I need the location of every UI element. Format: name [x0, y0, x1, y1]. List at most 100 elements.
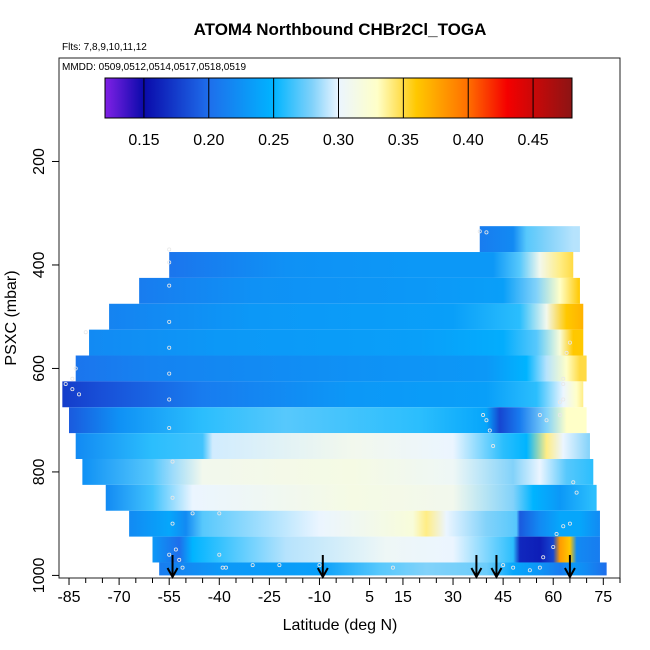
sample-point: [167, 397, 172, 402]
x-tick-label: -70: [108, 589, 131, 606]
sample-point: [167, 319, 172, 324]
x-tick-label: 15: [394, 589, 412, 606]
colorbar: 0.15 0.20 0.25 0.30 0.35 0.40 0.45: [104, 77, 573, 149]
sample-point: [317, 563, 322, 568]
sample-point: [70, 376, 75, 381]
sample-point: [83, 330, 88, 335]
heatmap-band: [75, 355, 587, 382]
sample-point: [557, 413, 562, 418]
plot-frame: [58, 57, 621, 579]
x-axis-label: Latitude (deg N): [283, 617, 398, 634]
y-tick-label: 200: [31, 148, 48, 175]
sample-point: [544, 418, 549, 423]
arrow-marker: [166, 555, 179, 580]
sample-point: [551, 544, 556, 549]
sample-point: [167, 260, 172, 265]
sample-point: [481, 413, 486, 418]
colorbar-tick-label: 0.40: [453, 132, 484, 149]
heatmap-bands: [62, 226, 607, 576]
chart-title: ATOM4 Northbound CHBr2Cl_TOGA: [194, 20, 487, 39]
sample-point: [571, 480, 576, 485]
x-tick-label: -55: [158, 589, 181, 606]
sample-point: [541, 555, 546, 560]
x-tick-label: 60: [544, 589, 562, 606]
sample-point: [167, 371, 172, 376]
sample-point: [564, 350, 569, 355]
sample-point: [561, 381, 566, 386]
x-tick-label: 30: [444, 589, 462, 606]
sample-points: [63, 229, 579, 573]
heatmap-band: [479, 226, 580, 253]
x-tick-label: -40: [208, 589, 231, 606]
arrow-marker: [470, 555, 483, 580]
arrow-marker: [564, 555, 576, 580]
heatmap-band: [69, 407, 587, 434]
sample-point: [167, 345, 172, 350]
y-axis: 200 400 600 800 1000: [31, 148, 59, 593]
heatmap-band: [89, 329, 584, 356]
colorbar-tick-label: 0.35: [388, 132, 419, 149]
x-tick-label: 45: [494, 589, 512, 606]
sample-point: [217, 552, 222, 557]
colorbar-tick-label: 0.30: [323, 132, 354, 149]
x-tick-label: -85: [57, 589, 80, 606]
heatmap-band: [62, 381, 584, 408]
sample-point: [170, 459, 175, 464]
sample-point: [223, 565, 228, 570]
heatmap-band: [75, 433, 590, 459]
sample-point: [561, 376, 566, 381]
sample-point: [190, 511, 195, 516]
sample-point: [390, 565, 395, 570]
sample-point: [561, 397, 566, 402]
colorbar-tick-label: 0.25: [258, 132, 289, 149]
sample-point: [537, 413, 542, 418]
sample-point: [177, 557, 182, 562]
colorbar-tick-label: 0.15: [128, 132, 159, 149]
heatmap-band: [82, 458, 594, 485]
sample-point: [537, 565, 542, 570]
sample-point: [170, 495, 175, 500]
y-tick-label: 800: [31, 458, 48, 485]
sample-point: [484, 230, 489, 235]
y-axis-label: PSXC (mbar): [3, 270, 20, 365]
sample-point: [557, 400, 562, 405]
x-tick-label: 5: [365, 589, 374, 606]
sample-point: [511, 565, 516, 570]
sample-point: [487, 428, 492, 433]
colorbar-tick-label: 0.45: [518, 132, 549, 149]
x-tick-label: -25: [258, 589, 281, 606]
heatmap-band: [169, 252, 574, 278]
sample-point: [167, 425, 172, 430]
heatmap-band: [109, 303, 584, 330]
x-tick-label: 75: [594, 589, 612, 606]
sample-point: [167, 247, 172, 252]
x-tick-label: -10: [308, 589, 331, 606]
heatmap-band: [105, 484, 597, 511]
sample-point: [484, 418, 489, 423]
y-tick-label: 1000: [31, 558, 48, 594]
sample-point: [561, 524, 566, 529]
sample-point: [554, 532, 559, 537]
sample-point: [167, 283, 172, 288]
sample-point: [217, 511, 222, 516]
flights-subtitle: Flts: 7,8,9,10,11,12: [62, 42, 147, 53]
sample-point: [77, 392, 82, 397]
sample-point: [527, 568, 532, 573]
sample-point: [63, 381, 68, 386]
sample-point: [170, 521, 175, 526]
sample-point: [167, 552, 172, 557]
sample-point: [477, 229, 482, 234]
dates-subtitle: MMDD: 0509,0512,0514,0517,0518,0519: [62, 62, 246, 73]
latitude-arrows: [166, 555, 576, 580]
heatmap-band: [139, 277, 580, 304]
sample-point: [567, 340, 572, 345]
colorbar-tick-label: 0.20: [193, 132, 224, 149]
sample-point: [73, 366, 78, 371]
sample-point: [180, 565, 185, 570]
sample-point: [491, 444, 496, 449]
sample-point: [567, 521, 572, 526]
sample-point: [574, 490, 579, 495]
heatmap-band: [152, 536, 600, 563]
sample-point: [70, 387, 75, 392]
